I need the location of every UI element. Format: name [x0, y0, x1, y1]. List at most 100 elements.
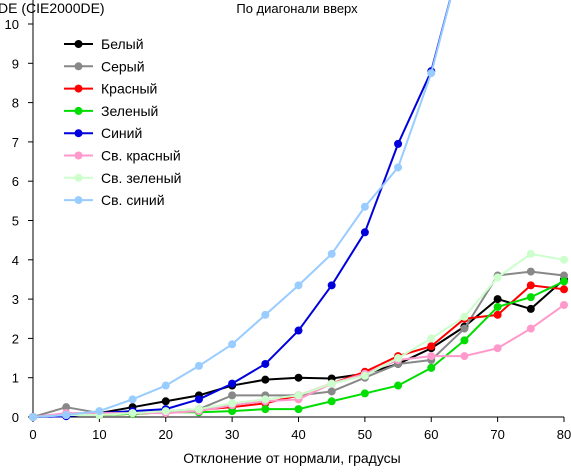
y-tick-label: 2	[12, 331, 19, 346]
legend-marker	[74, 151, 83, 160]
data-point	[261, 395, 270, 404]
series-6	[29, 249, 568, 421]
data-point	[62, 411, 71, 420]
data-point	[228, 407, 237, 416]
data-point	[460, 352, 469, 361]
data-point	[228, 379, 237, 388]
data-point	[560, 300, 568, 309]
data-point	[526, 281, 535, 290]
data-point	[327, 281, 336, 290]
x-tick-label: 30	[225, 427, 239, 442]
y-tick-label: 1	[12, 371, 19, 386]
data-point	[560, 271, 568, 280]
legend-label: Синий	[101, 125, 142, 141]
data-point	[526, 324, 535, 333]
data-point	[427, 352, 436, 361]
data-point	[460, 312, 469, 321]
data-point	[294, 405, 303, 414]
data-point	[29, 413, 37, 421]
data-point	[493, 344, 502, 353]
data-point	[62, 403, 71, 412]
data-point	[228, 399, 237, 408]
data-point	[460, 336, 469, 345]
y-tick-label: 7	[12, 135, 19, 150]
plot-area	[29, 0, 568, 421]
data-point	[294, 281, 303, 290]
legend-marker	[74, 62, 83, 71]
legend-label: Св. зеленый	[101, 170, 181, 186]
data-point	[560, 285, 568, 294]
x-tick-label: 0	[29, 427, 36, 442]
data-point	[360, 202, 369, 211]
data-point	[427, 363, 436, 372]
data-point	[95, 407, 104, 416]
y-tick-label: 6	[12, 174, 19, 189]
legend-label: Серый	[101, 58, 145, 74]
x-axis-label: Отклонение от нормали, градусы	[183, 450, 400, 466]
legend: Белый Серый Красный Зеленый Синий Св. красный…	[64, 36, 181, 208]
x-tick-label: 50	[358, 427, 372, 442]
data-point	[194, 405, 203, 414]
data-point	[294, 326, 303, 335]
data-point	[128, 395, 137, 404]
data-point	[493, 273, 502, 282]
series-5	[29, 300, 568, 421]
data-point	[394, 139, 403, 148]
y-tick-label: 4	[12, 253, 19, 268]
data-point	[394, 354, 403, 363]
data-point	[327, 387, 336, 396]
data-point	[261, 310, 270, 319]
data-point	[427, 342, 436, 351]
x-tick-label: 60	[424, 427, 438, 442]
x-tick-label: 70	[490, 427, 504, 442]
data-point	[493, 310, 502, 319]
data-point	[161, 407, 170, 416]
legend-label: Зеленый	[101, 103, 158, 119]
y-tick-label: 0	[12, 410, 19, 425]
data-point	[360, 371, 369, 380]
data-point	[161, 381, 170, 390]
x-tick-label: 40	[291, 427, 305, 442]
data-point	[427, 334, 436, 343]
data-point	[294, 391, 303, 400]
x-tick-label: 20	[159, 427, 173, 442]
data-point	[294, 373, 303, 382]
data-point	[194, 361, 203, 370]
data-point	[360, 389, 369, 398]
legend-marker	[74, 173, 83, 182]
data-point	[493, 295, 502, 304]
x-tick-label: 80	[557, 427, 571, 442]
data-point	[360, 228, 369, 237]
data-point	[460, 324, 469, 333]
legend-label: Св. синий	[101, 192, 165, 208]
legend-label: Красный	[101, 81, 157, 97]
y-tick-label: 3	[12, 292, 19, 307]
data-point	[228, 340, 237, 349]
data-point	[526, 249, 535, 258]
data-point	[194, 395, 203, 404]
data-point	[394, 163, 403, 172]
legend-marker	[74, 129, 83, 138]
data-point	[526, 293, 535, 302]
x-tick-label: 10	[92, 427, 106, 442]
legend-marker	[74, 84, 83, 93]
data-point	[327, 379, 336, 388]
data-point	[493, 302, 502, 311]
data-point	[394, 381, 403, 390]
y-tick-label: 10	[5, 17, 19, 32]
y-tick-label: 9	[12, 56, 19, 71]
data-point	[560, 255, 568, 264]
data-point	[261, 405, 270, 414]
data-point	[261, 375, 270, 384]
data-point	[161, 397, 170, 406]
data-point	[526, 267, 535, 276]
chart-title: По диагонали вверх	[236, 1, 358, 16]
data-point	[327, 397, 336, 406]
axes: 0 10 20 30 40 50 60 70 80 0 1 2 3 4 5 6 7 8 9 10	[5, 0, 571, 442]
y-axis-label: DE (CIE2000DE)	[0, 0, 105, 16]
series-7	[29, 0, 452, 421]
data-point	[128, 409, 137, 418]
data-point	[228, 391, 237, 400]
